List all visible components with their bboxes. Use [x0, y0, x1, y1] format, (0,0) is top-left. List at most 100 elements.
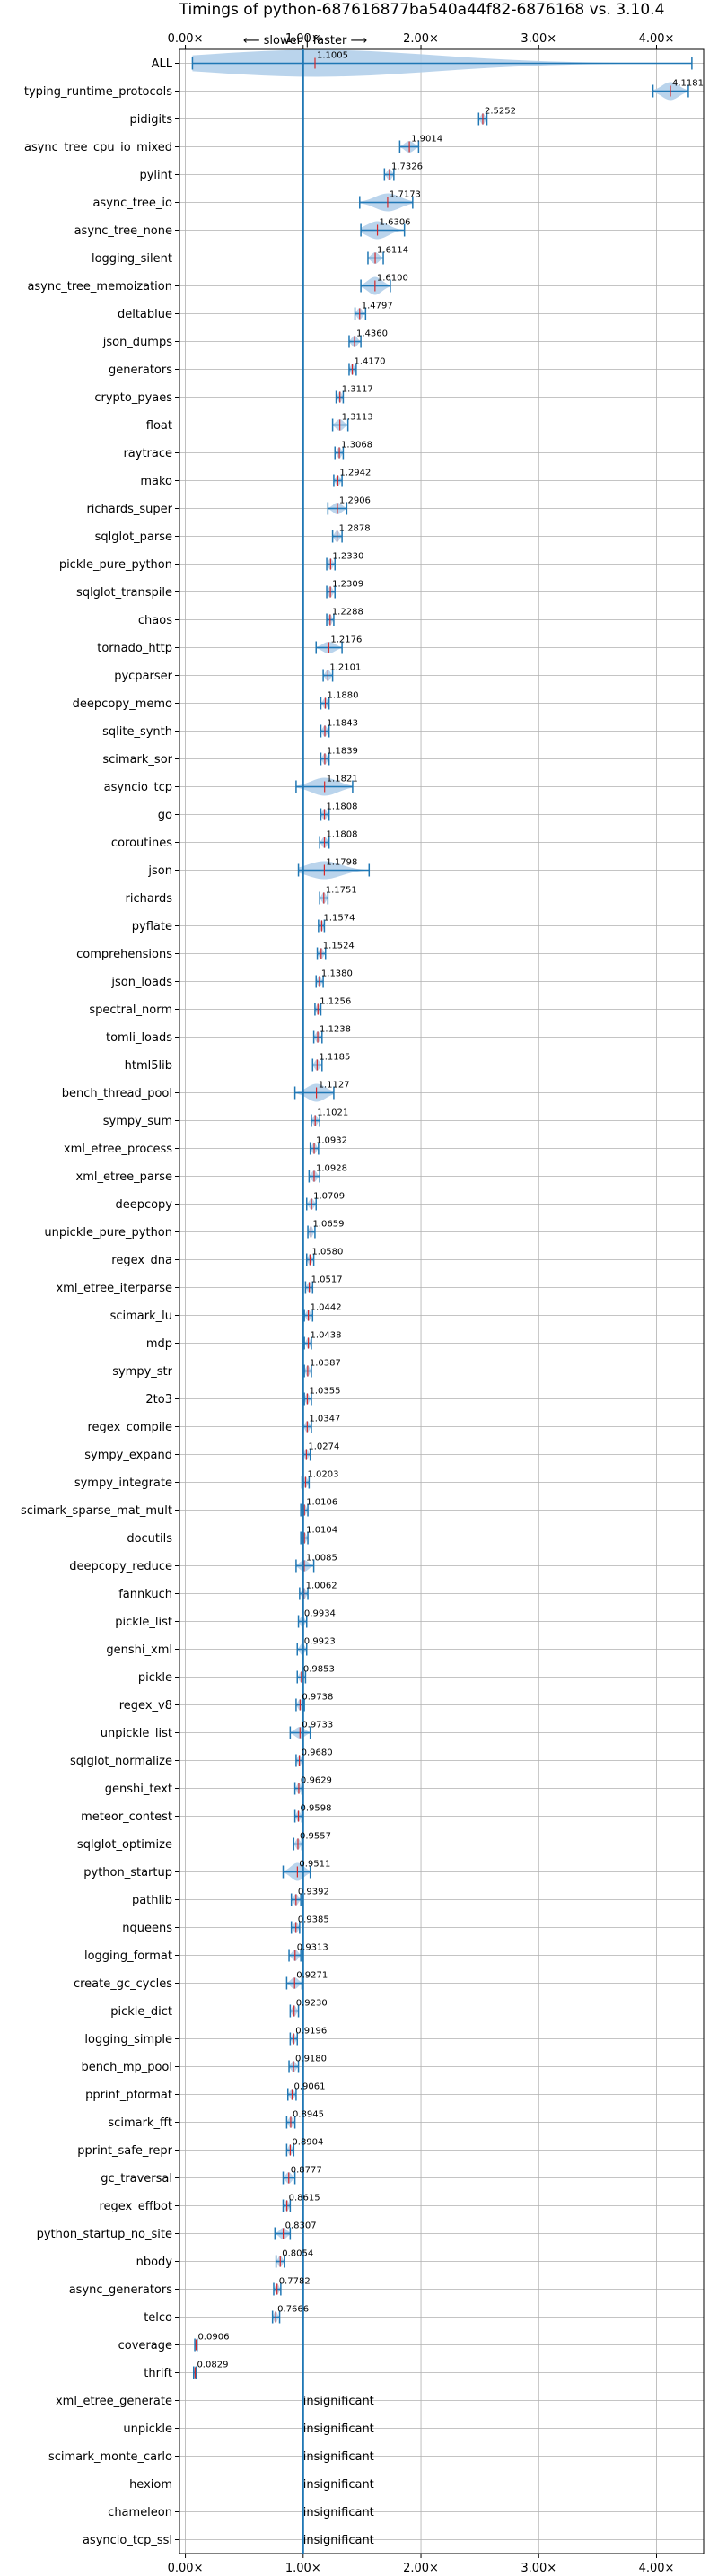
x-tick-label-bottom: 0.00× [168, 2562, 204, 2575]
category-label: scimark_sor [102, 753, 172, 767]
value-label: 1.1574 [323, 914, 355, 924]
insignificant-label: insignificant [303, 2423, 374, 2436]
value-label: 0.9180 [295, 2055, 327, 2064]
insignificant-label: insignificant [303, 2534, 374, 2547]
value-label: 4.1181 [672, 79, 704, 89]
value-label: 0.8307 [285, 2221, 317, 2231]
category-label: asyncio_tcp_ssl [83, 2534, 172, 2547]
value-label: 1.3113 [342, 413, 373, 423]
value-label: 1.1821 [327, 775, 358, 784]
category-label: logging_simple [84, 2033, 172, 2046]
category-label: fannkuch [118, 1588, 172, 1601]
category-label: sympy_str [112, 1365, 172, 1379]
category-label: 2to3 [145, 1393, 172, 1406]
category-label: pickle_dict [110, 2005, 172, 2019]
category-label: python_startup_no_site [37, 2228, 172, 2241]
category-label: chameleon [108, 2506, 172, 2519]
category-label: ALL [152, 57, 173, 71]
value-label: 0.9598 [301, 1804, 332, 1814]
direction-note: ⟵ slower | faster ⟶ [243, 34, 367, 48]
category-label: nbody [136, 2256, 173, 2269]
value-label: 1.2288 [332, 608, 363, 618]
category-label: pycparser [114, 670, 172, 683]
category-label: regex_dna [111, 1254, 172, 1267]
value-label: 1.0709 [313, 1192, 345, 1202]
category-label: xml_etree_parse [76, 1170, 172, 1184]
category-label: async_tree_none [74, 224, 172, 238]
value-label: 1.1256 [320, 997, 351, 1007]
category-label: deltablue [118, 308, 172, 321]
category-label: async_tree_memoization [27, 280, 172, 294]
category-label: logging_silent [92, 252, 172, 266]
category-label: meteor_contest [81, 1810, 172, 1824]
value-label: 1.4170 [355, 357, 386, 367]
value-label: 1.4360 [356, 329, 388, 339]
category-label: unpickle_list [101, 1727, 172, 1740]
category-label: gc_traversal [101, 2172, 172, 2186]
value-label: 1.0932 [316, 1136, 347, 1146]
category-label: async_tree_cpu_io_mixed [24, 141, 172, 154]
category-label: sympy_expand [84, 1449, 172, 1462]
value-label: 1.2176 [330, 635, 362, 645]
category-label: sympy_integrate [74, 1476, 172, 1490]
category-label: xml_etree_iterparse [56, 1282, 172, 1295]
category-label: scimark_sparse_mat_mult [21, 1504, 172, 1518]
value-label: 1.1808 [327, 830, 358, 840]
category-label: tornado_http [97, 642, 172, 655]
value-label: 1.0085 [306, 1554, 337, 1564]
value-label: 1.0387 [310, 1359, 341, 1369]
category-label: html5lib [125, 1059, 172, 1073]
category-labels: ALL typing_runtime_protocols pidigits async… [21, 57, 173, 2547]
category-label: scimark_monte_carlo [48, 2450, 172, 2464]
category-label: comprehensions [76, 948, 172, 961]
chart-title: Timings of python-687616877ba540a44f82-6… [179, 1, 665, 19]
value-label: 1.1808 [327, 802, 358, 812]
value-labels: 1.1005 4.1181 2.5252 1.9014 1.7326 1.7173 1.63… [197, 51, 704, 2548]
value-label: 0.9271 [296, 1971, 328, 1981]
category-label: thrift [144, 2367, 172, 2380]
value-label: 1.3117 [342, 385, 373, 395]
category-label: async_tree_io [92, 197, 172, 210]
category-label: coverage [118, 2339, 172, 2353]
value-label: 1.0274 [308, 1442, 339, 1452]
value-label: 1.0104 [306, 1526, 337, 1536]
category-label: pidigits [130, 113, 173, 127]
value-label: 1.6114 [377, 246, 408, 256]
x-tick-label-top: 0.00× [168, 32, 204, 46]
value-label: 0.8615 [289, 2194, 320, 2204]
value-label: 1.0442 [311, 1303, 342, 1313]
value-label: 1.7326 [391, 162, 423, 172]
category-label: mdp [146, 1337, 172, 1351]
category-label: sqlglot_transpile [76, 586, 172, 600]
category-label: tomli_loads [106, 1031, 172, 1045]
category-label: pickle [138, 1671, 172, 1685]
category-label: docutils [127, 1532, 172, 1546]
value-label: 1.1021 [317, 1108, 348, 1118]
value-label: 1.0106 [306, 1498, 337, 1508]
category-label: telco [144, 2311, 172, 2325]
value-label: 0.9511 [299, 1860, 330, 1870]
category-label: mako [140, 475, 172, 488]
category-label: sqlglot_normalize [70, 1755, 172, 1768]
category-label: typing_runtime_protocols [24, 85, 172, 99]
value-label: 1.3068 [341, 441, 372, 451]
value-label: 1.1524 [323, 942, 355, 951]
marks-layer [191, 49, 693, 2379]
value-label: 1.9014 [411, 135, 442, 145]
category-label: json_dumps [102, 336, 172, 349]
value-label: 1.1380 [321, 969, 353, 979]
value-label: 1.0928 [316, 1164, 347, 1174]
value-label: 1.0438 [311, 1331, 342, 1341]
value-label: 1.0580 [311, 1248, 343, 1257]
category-label: asyncio_tcp [104, 781, 172, 794]
x-tick-label-bottom: 1.00× [285, 2562, 321, 2575]
value-label: 1.6306 [380, 218, 411, 228]
category-label: genshi_text [105, 1783, 172, 1796]
value-label: 1.4797 [362, 302, 393, 311]
value-label: 0.9557 [300, 1832, 331, 1842]
value-label: 1.1839 [327, 747, 358, 757]
category-label: hexiom [129, 2478, 172, 2492]
value-label: 1.2906 [339, 496, 371, 506]
category-label: pprint_pformat [85, 2089, 172, 2102]
value-label: 1.0659 [312, 1220, 344, 1230]
